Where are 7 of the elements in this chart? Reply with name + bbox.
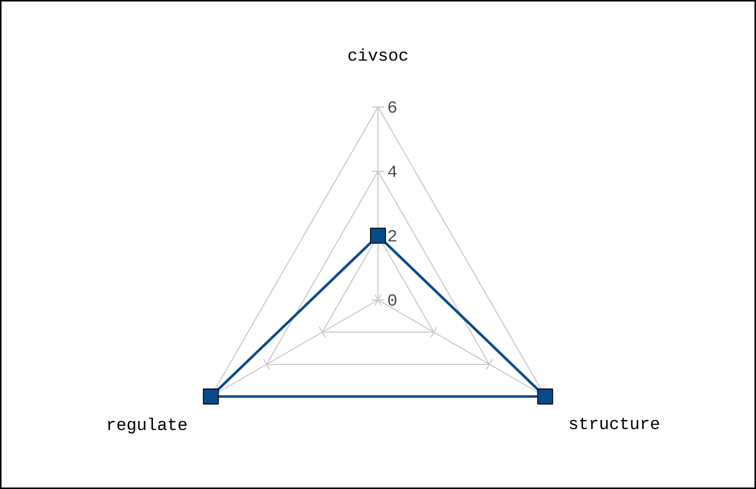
y-tick-label: 2 [388,230,396,242]
spoke-label: civsoc [348,48,408,61]
y-tick-label: 4 [388,166,397,177]
y-tick-label: 6 [388,101,396,113]
y-tick-label: 0 [388,294,396,306]
spoke-label: regulate [108,418,187,434]
spoke-label: structure [570,418,660,430]
